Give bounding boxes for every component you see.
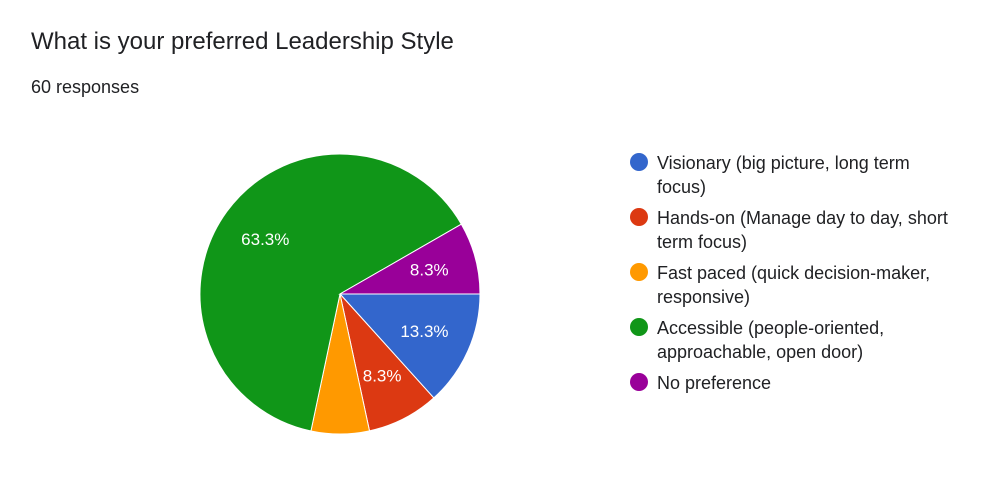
legend-label: Hands-on (Manage day to day, short term … [657,208,948,252]
legend-item: Hands-on (Manage day to day, short term … [630,206,950,254]
legend-swatch [630,373,648,391]
legend-swatch [630,318,648,336]
slice-label-1: 13.3% [400,322,448,341]
legend-item: Fast paced (quick decision-maker, respon… [630,261,950,309]
legend-label: Accessible (people-oriented, approachabl… [657,318,885,362]
legend-item: Accessible (people-oriented, approachabl… [630,316,950,364]
legend-item: No preference [630,371,950,395]
legend-item: Visionary (big picture, long term focus) [630,151,950,199]
response-count: 60 responses [31,77,140,97]
legend-swatch [630,208,648,226]
legend-swatch [630,153,648,171]
legend-label: Fast paced (quick decision-maker, respon… [657,263,931,307]
legend-label: Visionary (big picture, long term focus) [657,153,910,197]
chart-legend: Visionary (big picture, long term focus)… [630,151,950,402]
page-title: What is your preferred Leadership Style [31,28,454,55]
pie-slice-5 [338,223,481,295]
pie-slice-1 [338,293,481,399]
slice-label-4: 63.3% [241,230,289,249]
pie-slice-4 [199,153,463,432]
slice-label-5: 8.3% [410,261,449,280]
slice-label-2: 8.3% [363,367,402,386]
legend-swatch [630,263,648,281]
legend-label: No preference [657,373,772,393]
